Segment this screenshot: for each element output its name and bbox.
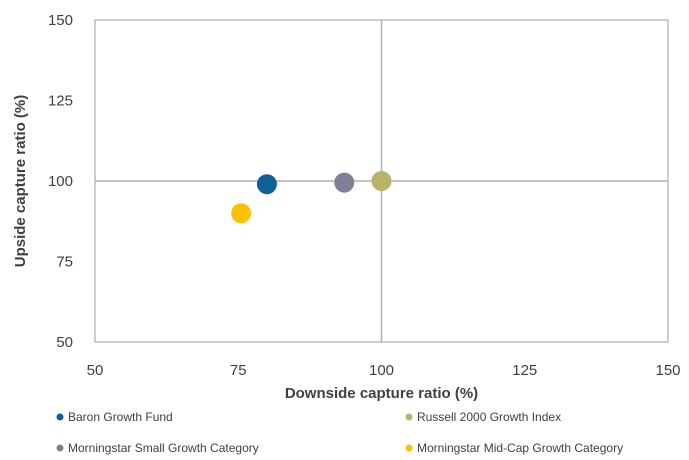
legend-label: Russell 2000 Growth Index [417, 410, 561, 424]
legend-marker [56, 444, 64, 452]
x-tick-label: 150 [655, 362, 680, 379]
x-tick-label: 100 [369, 362, 394, 379]
data-point [256, 174, 277, 195]
x-tick-label: 75 [230, 362, 247, 379]
x-axis-title: Downside capture ratio (%) [285, 385, 478, 402]
y-tick-label: 100 [48, 173, 73, 190]
y-axis-ticks: 50 75 100 125 150 [48, 12, 73, 351]
x-tick-label: 50 [87, 362, 104, 379]
legend-marker [56, 413, 64, 421]
data-points [231, 171, 392, 224]
legend: Baron Growth Fund Russell 2000 Growth Ind… [56, 410, 623, 455]
y-tick-label: 75 [56, 254, 73, 271]
x-axis-ticks: 50 75 100 125 150 [87, 362, 681, 379]
legend-label: Morningstar Small Growth Category [68, 441, 259, 455]
data-point [231, 203, 252, 224]
y-tick-label: 125 [48, 93, 73, 110]
data-point [371, 171, 392, 191]
legend-marker [405, 413, 413, 421]
y-tick-label: 50 [56, 334, 73, 351]
x-tick-label: 125 [512, 362, 537, 379]
y-tick-label: 150 [48, 12, 73, 29]
data-point [334, 172, 355, 193]
legend-label: Morningstar Mid-Cap Growth Category [417, 441, 623, 455]
legend-label: Baron Growth Fund [68, 410, 173, 424]
legend-marker [405, 444, 413, 452]
y-axis-title: Upside capture ratio (%) [12, 95, 29, 268]
